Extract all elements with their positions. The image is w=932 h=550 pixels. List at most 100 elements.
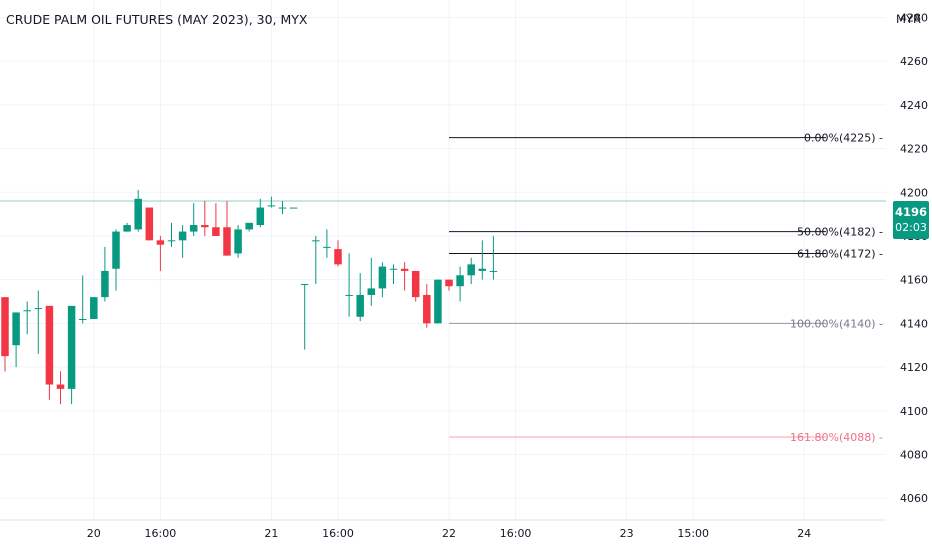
candle-body [123, 225, 131, 232]
candle [56, 371, 65, 405]
price-tick-label: 4160 [900, 274, 928, 287]
candle-body [378, 266, 387, 289]
candle [267, 196, 276, 208]
candle [334, 240, 342, 267]
candle-body [12, 312, 20, 346]
time-tick-label: 16:00 [322, 527, 354, 540]
bar-countdown: 02:03 [895, 221, 927, 234]
candle-body [167, 240, 176, 242]
price-tick-label: 4060 [900, 492, 928, 505]
candle [112, 229, 120, 291]
candle [312, 235, 320, 285]
candle [189, 203, 198, 236]
price-tick-label: 4260 [900, 55, 928, 68]
candle-body [145, 207, 154, 241]
candle-body [434, 279, 442, 324]
candle [23, 301, 31, 335]
candle-body [400, 268, 409, 271]
candle [67, 305, 76, 405]
price-tick-label: 4100 [900, 405, 928, 418]
candle-body [256, 207, 265, 226]
price-tick-label: 4120 [900, 361, 928, 374]
candle-body [267, 205, 276, 207]
candle-body [345, 294, 353, 296]
last-price-badge: 4196 02:03 [893, 201, 929, 239]
time-axis[interactable]: 20 16:00 21 16:00 22 16:00 23 15:00 24 [0, 519, 886, 540]
candle [145, 207, 154, 241]
candle [378, 262, 387, 298]
fib-level-label: 161.80%(4088) - [790, 431, 883, 444]
price-tick-label: 4240 [900, 99, 928, 112]
candle-body [56, 384, 65, 389]
candle-body [212, 227, 220, 236]
candle-body [245, 222, 253, 230]
candle [356, 273, 364, 322]
candlesticks [1, 190, 498, 405]
price-tick-label: 4200 [900, 186, 928, 199]
candle [389, 264, 398, 285]
candle-body [178, 231, 187, 241]
candle [178, 225, 187, 258]
candle-body [234, 229, 242, 254]
candle [323, 229, 331, 258]
candle-body [334, 249, 342, 265]
candle-body [23, 310, 31, 312]
candle-body [201, 225, 209, 228]
price-tick-label: 4140 [900, 317, 928, 330]
candle-body [34, 308, 43, 310]
candle [300, 284, 309, 350]
candle [278, 201, 287, 215]
candle [367, 257, 376, 306]
candle [223, 201, 231, 256]
candle-body [189, 225, 198, 232]
currency-label: MYR [896, 12, 921, 26]
candle-body [134, 198, 142, 230]
candle-body [278, 207, 287, 209]
candle [167, 222, 176, 247]
time-tick-label: 21 [264, 527, 278, 540]
candle-body [223, 227, 231, 256]
time-tick-label: 23 [620, 527, 634, 540]
price-tick-label: 4280 [900, 11, 928, 24]
candle-body [289, 207, 298, 209]
candle-body [445, 279, 453, 287]
candle [478, 240, 487, 280]
candle [345, 253, 353, 317]
candle-body [489, 270, 498, 272]
time-tick-label: 16:00 [145, 527, 177, 540]
fib-level-label: 100.00%(4140) - [790, 317, 883, 330]
fib-level-label: 0.00%(4225) - [804, 132, 883, 145]
candle-body [411, 270, 420, 298]
candle [34, 290, 43, 354]
fibonacci-retracement[interactable]: 0.00%(4225) - 50.00%(4182) - 61.80%(4172) … [449, 132, 883, 444]
candle [12, 312, 20, 368]
candle [90, 297, 98, 319]
price-tick-label: 4220 [900, 143, 928, 156]
candle-body [78, 318, 87, 320]
candle [400, 262, 409, 291]
candle-body [367, 288, 376, 295]
price-axis[interactable]: 4060408041004120414041604180420042204240… [900, 11, 928, 505]
candle-body [67, 305, 76, 389]
candle [156, 235, 165, 271]
candle [456, 266, 464, 302]
candle-body [356, 294, 364, 317]
time-tick-label: 15:00 [677, 527, 709, 540]
candle [467, 257, 475, 285]
candle [1, 297, 9, 372]
fib-level-label: 61.80%(4172) - [797, 247, 883, 260]
candle-body [156, 240, 165, 245]
candle [234, 225, 242, 258]
candle [78, 275, 87, 324]
candle [489, 235, 498, 280]
price-tick-label: 4080 [900, 448, 928, 461]
candle [256, 198, 265, 228]
time-tick-label: 22 [442, 527, 456, 540]
candle-body [90, 297, 98, 319]
candle [134, 190, 142, 232]
candle-body [467, 264, 475, 276]
candle [123, 222, 131, 232]
time-tick-label: 16:00 [500, 527, 532, 540]
